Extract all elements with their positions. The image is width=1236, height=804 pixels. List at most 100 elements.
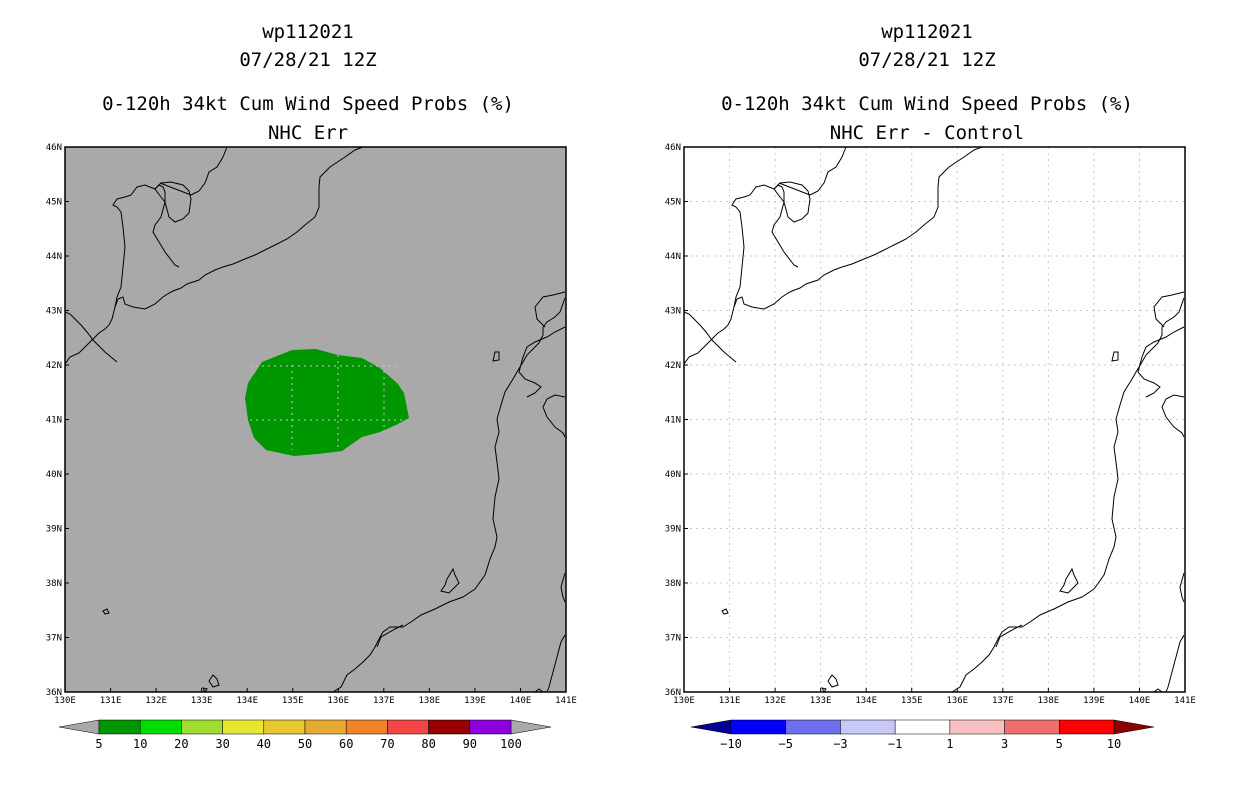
right-datetime: 07/28/21 12Z — [858, 49, 995, 71]
left-datetime: 07/28/21 12Z — [239, 49, 376, 71]
probability-area — [245, 349, 409, 456]
colorbar-below-arrow — [690, 719, 732, 735]
colorbar-swatch — [387, 719, 429, 735]
colorbar-label: 40 — [257, 737, 271, 751]
left-product-title: 0-120h 34kt Cum Wind Speed Probs (%) — [102, 93, 514, 115]
lat-tick-label: 44N — [665, 252, 681, 262]
colorbar-label: 20 — [174, 737, 188, 751]
left-grid — [250, 355, 405, 450]
lon-tick-label: 135E — [901, 696, 923, 706]
lat-tick-label: 37N — [665, 634, 681, 644]
colorbar-label: 70 — [380, 737, 394, 751]
colorbar-swatch — [949, 719, 1005, 735]
lon-tick-label: 140E — [1129, 696, 1151, 706]
lat-tick-label: 41N — [665, 416, 681, 426]
lon-tick-label: 132E — [145, 696, 167, 706]
lat-tick-label: 45N — [46, 198, 62, 208]
colorbar-swatch — [304, 719, 347, 735]
lat-tick-label: 36N — [46, 688, 62, 698]
lon-tick-label: 134E — [236, 696, 258, 706]
lat-tick-label: 46N — [46, 143, 62, 153]
lat-tick-label: 38N — [46, 579, 62, 589]
colorbar-label: 3 — [1001, 737, 1008, 751]
colorbar-label: 5 — [95, 737, 102, 751]
left-subtitle: NHC Err — [268, 122, 348, 144]
lat-tick-label: 39N — [665, 525, 681, 535]
lon-tick-label: 137E — [373, 696, 395, 706]
left-storm-id: wp112021 — [262, 21, 354, 43]
lat-tick-label: 44N — [46, 252, 62, 262]
colorbar-label: 1 — [946, 737, 953, 751]
lat-tick-label: 43N — [46, 307, 62, 317]
lon-tick-label: 138E — [1038, 696, 1060, 706]
lon-tick-label: 133E — [191, 696, 213, 706]
lat-tick-label: 37N — [46, 634, 62, 644]
colorbar-label: −5 — [778, 737, 792, 751]
right-storm-id: wp112021 — [881, 21, 973, 43]
colorbar-swatch — [730, 719, 786, 735]
colorbar-swatch — [1004, 719, 1060, 735]
lon-tick-label: 140E — [510, 696, 532, 706]
colorbar-swatch — [139, 719, 182, 735]
lat-tick-label: 39N — [46, 525, 62, 535]
colorbar-swatch — [894, 719, 951, 735]
left-panel: wp112021 07/28/21 12Z 0-120h 34kt Cum Wi… — [46, 21, 577, 751]
lon-tick-label: 133E — [810, 696, 832, 706]
lon-tick-label: 130E — [673, 696, 695, 706]
colorbar-swatch — [469, 719, 512, 735]
colorbar-label: 90 — [463, 737, 477, 751]
lon-tick-label: 139E — [1083, 696, 1105, 706]
lon-tick-label: 134E — [855, 696, 877, 706]
colorbar-label: −3 — [833, 737, 847, 751]
lat-tick-label: 41N — [46, 416, 62, 426]
colorbar-label: 10 — [1107, 737, 1121, 751]
colorbar-swatch — [840, 719, 896, 735]
colorbar-swatch — [1059, 719, 1115, 735]
lat-tick-label: 46N — [665, 143, 681, 153]
colorbar-label: 80 — [421, 737, 435, 751]
colorbar-above-arrow — [510, 719, 552, 735]
colorbar-swatch — [222, 719, 265, 735]
lon-tick-label: 139E — [464, 696, 486, 706]
colorbar-label: 5 — [1056, 737, 1063, 751]
colorbar-swatch — [785, 719, 841, 735]
lat-tick-label: 40N — [46, 470, 62, 480]
colorbar-swatch — [345, 719, 388, 735]
lon-tick-label: 137E — [992, 696, 1014, 706]
lat-tick-label: 43N — [665, 307, 681, 317]
lon-tick-label: 141E — [555, 696, 577, 706]
lon-tick-label: 135E — [282, 696, 304, 706]
colorbar-swatch — [428, 719, 471, 735]
lon-tick-label: 131E — [719, 696, 741, 706]
colorbar-above-arrow — [1113, 719, 1155, 735]
lat-tick-label: 45N — [665, 198, 681, 208]
lon-tick-label: 131E — [100, 696, 122, 706]
colorbar-label: 100 — [500, 737, 522, 751]
lon-tick-label: 132E — [764, 696, 786, 706]
colorbar-swatch — [181, 719, 223, 735]
colorbar-label: 60 — [339, 737, 353, 751]
lon-tick-label: 138E — [419, 696, 441, 706]
left-colorbar: 5 10 20 30 40 50 60 70 80 90 100 — [58, 719, 552, 751]
lat-tick-label: 38N — [665, 579, 681, 589]
colorbar-below-arrow — [58, 719, 100, 735]
colorbar-label: 10 — [133, 737, 147, 751]
lon-tick-label: 136E — [946, 696, 968, 706]
lat-tick-label: 42N — [46, 361, 62, 371]
colorbar-swatch — [263, 719, 306, 735]
lon-tick-label: 141E — [1174, 696, 1196, 706]
lon-tick-label: 130E — [54, 696, 76, 706]
colorbar-swatch — [98, 719, 141, 735]
right-subtitle: NHC Err - Control — [830, 122, 1024, 144]
lon-tick-label: 136E — [327, 696, 349, 706]
right-map-background — [684, 147, 1185, 692]
lat-tick-label: 40N — [665, 470, 681, 480]
colorbar-label: −10 — [720, 737, 742, 751]
right-product-title: 0-120h 34kt Cum Wind Speed Probs (%) — [721, 93, 1133, 115]
right-panel: wp112021 07/28/21 12Z 0-120h 34kt Cum Wi… — [665, 21, 1196, 751]
colorbar-label: 50 — [298, 737, 312, 751]
right-colorbar: −10 −5 −3 −1 1 3 5 10 — [690, 719, 1155, 751]
